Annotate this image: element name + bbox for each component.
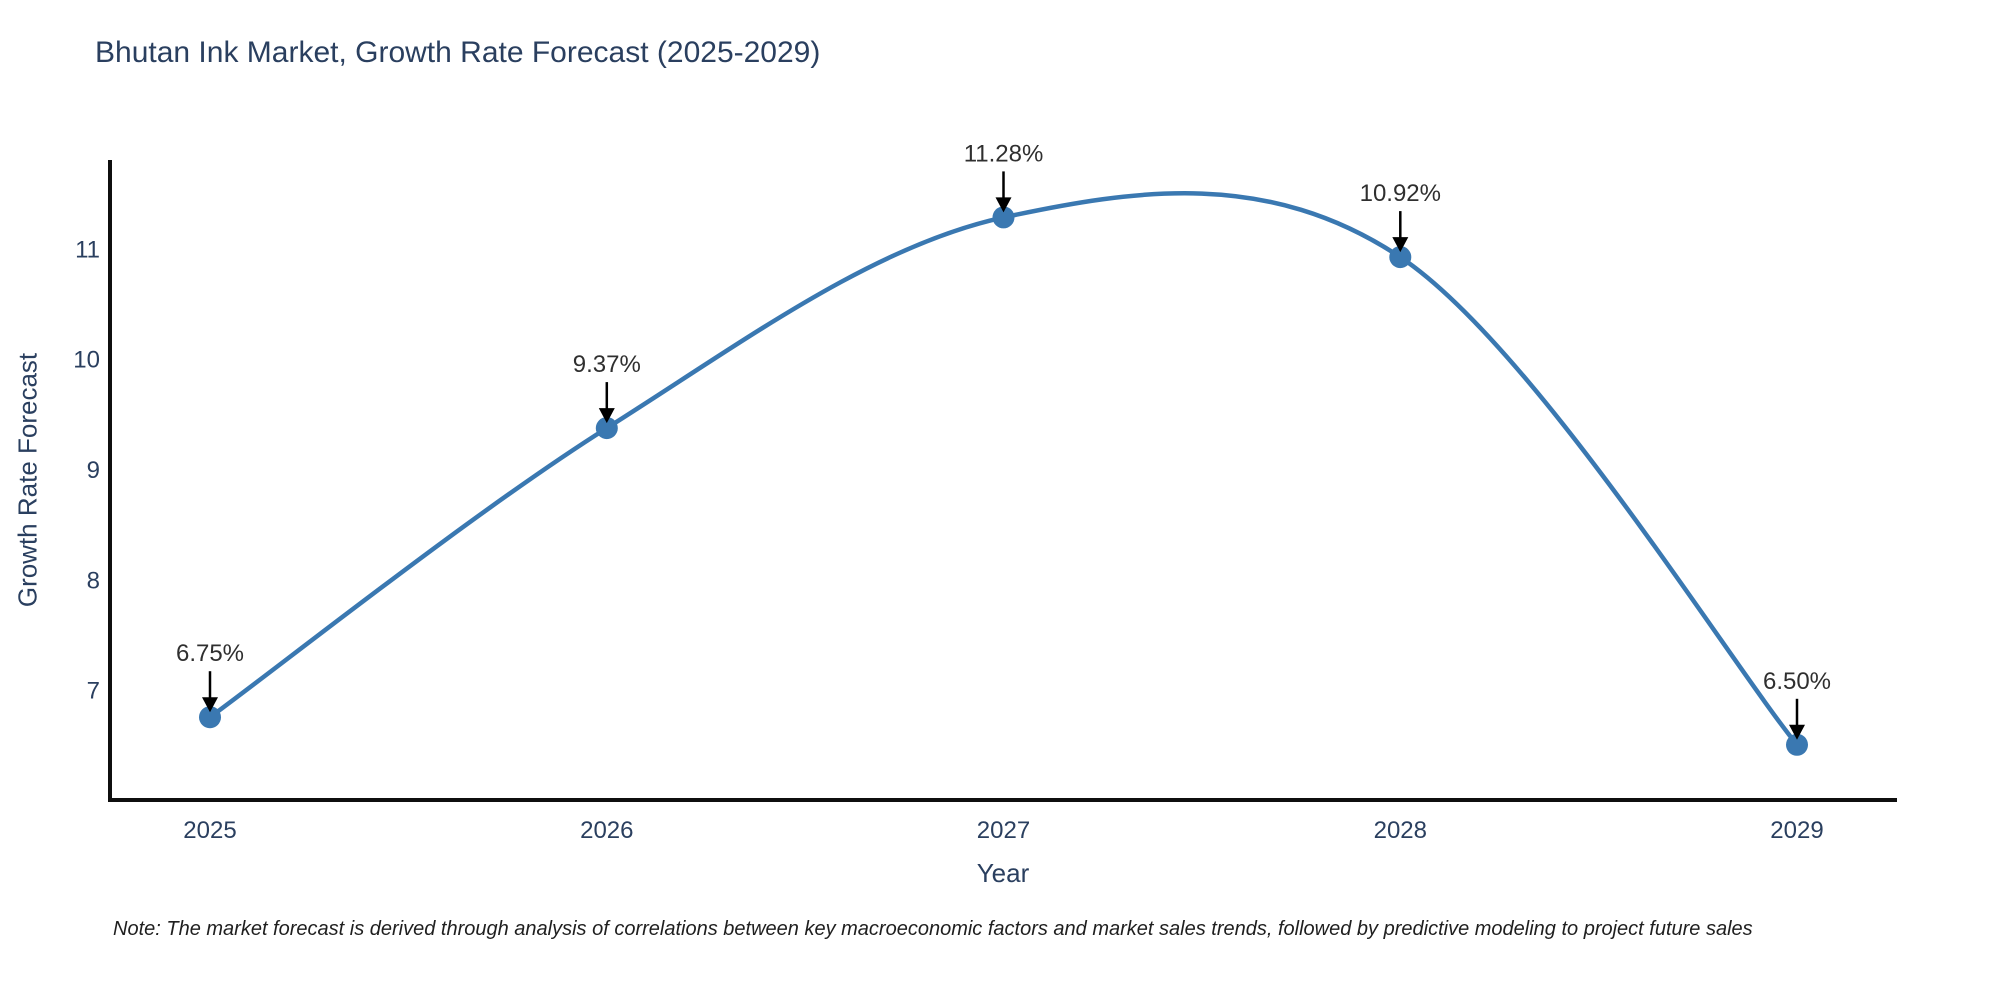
y-tick-label: 8 (87, 567, 100, 594)
y-axis-title: Growth Rate Forecast (12, 352, 43, 608)
annotation-arrow-head (598, 408, 615, 424)
y-tick-label: 9 (87, 457, 100, 484)
annotation-label: 10.92% (1360, 180, 1441, 207)
data-point-marker (199, 706, 221, 729)
x-axis-title: Year (976, 858, 1030, 888)
y-tick-label: 10 (73, 347, 100, 374)
y-tick-label: 11 (75, 236, 100, 263)
x-tick-label: 2025 (183, 817, 236, 844)
annotation-arrow-head (1789, 724, 1805, 740)
y-tick-label: 7 (87, 678, 100, 705)
data-point-marker (1389, 246, 1412, 269)
x-tick-label: 2027 (977, 817, 1030, 844)
annotation-label: 6.50% (1763, 668, 1831, 695)
spline-curve (207, 191, 1800, 748)
annotation-arrow-head (202, 697, 218, 713)
data-point-marker (992, 206, 1015, 229)
annotation-arrow-head (1392, 237, 1409, 253)
annotation-label: 6.75% (176, 640, 244, 667)
x-tick-label: 2029 (1770, 817, 1823, 844)
data-point-marker (595, 417, 618, 440)
footnote-text: Note: The market forecast is derived thr… (113, 918, 1753, 940)
annotation-arrow-head (995, 197, 1012, 213)
annotation-label: 9.37% (573, 351, 641, 378)
chart-title: Bhutan Ink Market, Growth Rate Forecast … (95, 36, 821, 69)
x-tick-label: 2026 (580, 817, 633, 844)
x-tick-label: 2028 (1374, 817, 1427, 844)
data-point-marker (1786, 733, 1808, 756)
annotation-label: 11.28% (964, 140, 1044, 167)
